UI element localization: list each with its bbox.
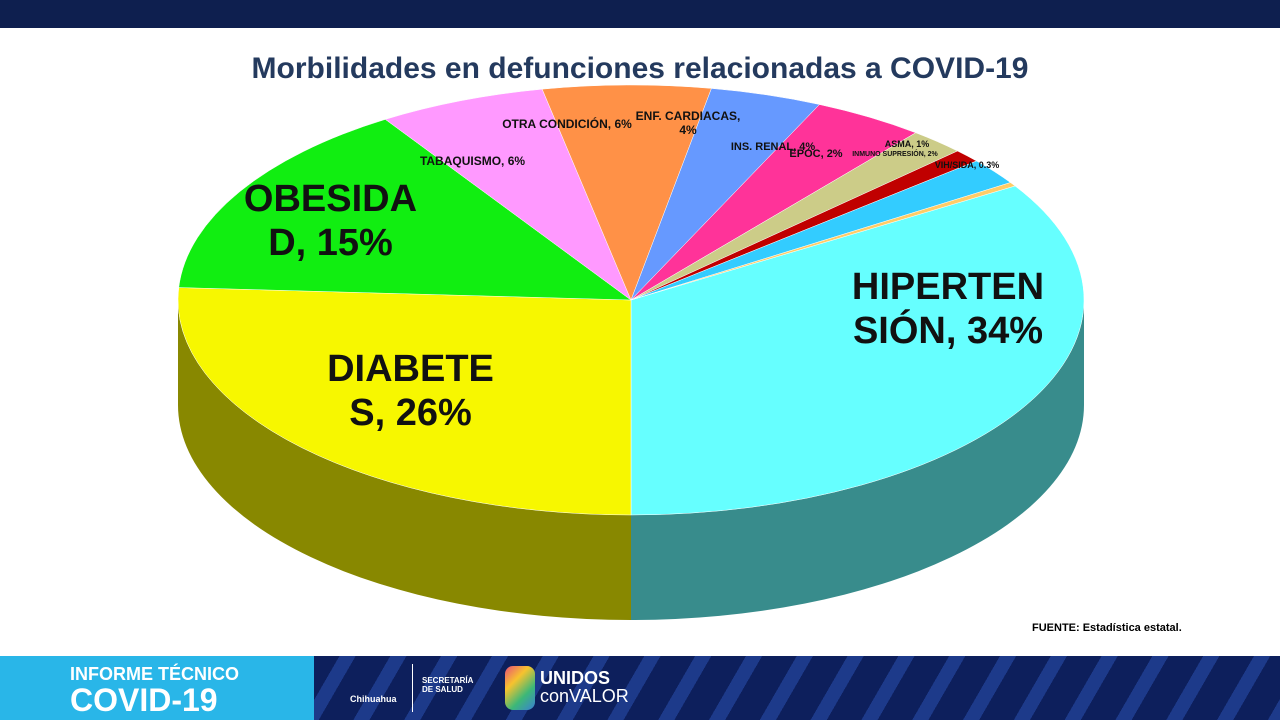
slice [630,182,1016,301]
data-label: VIH/SIDA, 0.3% [934,160,1000,170]
slice [177,287,632,516]
footer-topic: COVID-19 [70,682,218,718]
footer-report: INFORME TÉCNICO [70,664,239,684]
slice-side [631,300,1084,620]
divider [412,664,413,712]
data-label: ASMA, 1% [884,139,930,149]
slice [178,119,632,301]
footer: INFORME TÉCNICO COVID-19 Chihuahua SECRE… [0,656,1280,720]
data-label: TABAQUISMO, 6% [419,154,526,168]
footer-badge: INFORME TÉCNICO COVID-19 [0,656,314,720]
data-label: INMUNO SUPRESIÓN, 2% [852,151,938,158]
slice-side [178,300,631,620]
logo [505,666,535,710]
slice [384,88,632,301]
chart-title: Morbilidades en defunciones relacionadas… [251,52,1029,85]
data-label: HIPERTENSIÓN, 34% [851,266,1045,352]
top-bar [0,0,1280,28]
data-label: OBESIDAD, 15% [243,178,418,264]
footer-state: Chihuahua [350,694,397,704]
data-label: DIABETES, 26% [327,348,494,434]
footer-ministry: SECRETARÍA DE SALUD [422,676,474,694]
footer-slogan-2: conVALOR [540,686,629,706]
data-label: OTRA CONDICIÓN, 6% [502,117,632,131]
slice [541,84,712,301]
footer-slogan-1: UNIDOS [540,668,611,688]
data-label: INS. RENAL, 4% [730,141,816,153]
data-label: EPOC, 2% [789,148,843,160]
slice [630,185,1085,516]
data-label: ENF. CARDIACAS, 4% [635,109,741,137]
source: FUENTE: Estadística estatal. [1032,622,1182,634]
